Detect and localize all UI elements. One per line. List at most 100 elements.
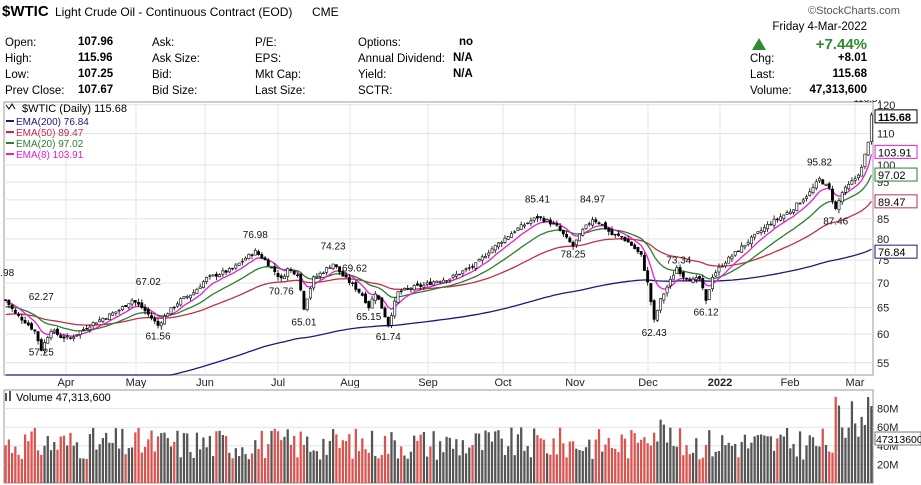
volume-bar	[182, 433, 186, 483]
volume-bar	[357, 451, 361, 483]
volume-bar	[130, 447, 134, 483]
high-label: High:	[5, 53, 32, 65]
volume-bar	[507, 446, 510, 483]
candle-body	[328, 267, 332, 269]
candle-body	[613, 233, 617, 236]
volume-bar	[610, 447, 614, 483]
ema8-line	[5, 154, 873, 337]
volume-bar	[49, 450, 53, 483]
volume-bar	[257, 448, 260, 483]
volume-bar	[860, 416, 863, 483]
volume-bar	[4, 445, 7, 483]
candle-body	[403, 288, 406, 291]
candle-body	[626, 238, 630, 243]
volume-bar	[348, 434, 351, 483]
volume-bar	[189, 451, 192, 483]
volume-bar	[302, 444, 306, 483]
volume-bar	[539, 438, 542, 483]
volume-bar	[296, 457, 299, 483]
candle-body	[519, 224, 523, 230]
volume-bar	[419, 434, 422, 483]
volume-bar	[811, 437, 815, 483]
price-tick-label: 80	[877, 234, 889, 246]
candle-body	[545, 219, 549, 222]
volume-bar	[62, 435, 66, 483]
volume-bar	[163, 432, 166, 483]
change-percent: +7.44%	[815, 36, 867, 53]
price-annotation: 61.74	[376, 332, 401, 343]
candle-body	[668, 278, 672, 287]
candle-body	[685, 277, 688, 280]
candle-body	[85, 328, 89, 330]
ema200-line	[5, 248, 872, 376]
candle-body	[623, 236, 627, 241]
volume-bar	[137, 427, 140, 483]
candle-body	[636, 246, 640, 252]
volume-bar	[759, 434, 763, 483]
candle-body	[856, 174, 860, 179]
volume-bar	[782, 436, 785, 483]
candle-body	[214, 273, 218, 277]
candle-body	[308, 288, 312, 299]
candle-body	[497, 242, 500, 248]
candle-body	[244, 257, 248, 261]
ema20-line	[5, 174, 872, 332]
value-marker-label: 97.02	[878, 170, 906, 182]
volume-bar	[92, 427, 95, 483]
volume-bar	[383, 435, 387, 483]
volume-bar	[630, 430, 633, 483]
candle-body	[266, 259, 270, 267]
volume-bar	[484, 430, 487, 483]
volume-bar	[494, 431, 497, 483]
candle-body	[140, 302, 144, 308]
volume-bar	[192, 457, 195, 483]
volume-bar	[289, 444, 293, 483]
candle-body	[23, 320, 27, 324]
candle-body	[192, 292, 196, 296]
candle-body	[655, 310, 659, 321]
candle-body	[65, 335, 69, 338]
volume-bar	[341, 440, 344, 483]
volume-bar	[315, 451, 319, 483]
volume-bar	[818, 446, 821, 483]
volume-bar	[254, 440, 257, 483]
candle-body	[681, 271, 685, 278]
volume-bar	[267, 444, 270, 483]
candle-body	[600, 223, 604, 226]
volume-bar	[224, 436, 228, 483]
volume-bar	[769, 436, 772, 483]
volume-bar	[30, 431, 33, 483]
candle-body	[185, 296, 189, 298]
candle-body	[250, 254, 254, 256]
candle-body	[840, 192, 844, 203]
volume-bar	[212, 456, 215, 483]
volume-bar	[234, 448, 237, 483]
volume-bar	[270, 430, 273, 483]
annual-dividend-label: Annual Dividend:	[358, 53, 445, 65]
volume-bar	[497, 430, 500, 483]
price-annotation: 57.98	[0, 268, 15, 279]
volume-legend-icon	[9, 391, 11, 401]
sctr-label: SCTR:	[358, 85, 393, 97]
volume-bar	[156, 436, 160, 483]
candle-body	[341, 271, 345, 277]
volume-bar	[708, 430, 711, 483]
volume-bar	[740, 441, 743, 483]
volume-bar	[205, 447, 208, 483]
candle-body	[406, 287, 410, 290]
volume-bar	[633, 433, 636, 483]
candle-body	[357, 288, 361, 293]
candle-body	[445, 280, 449, 282]
volume-bar	[792, 443, 795, 483]
price-annotation: 66.12	[693, 308, 718, 319]
value-marker-label: 103.91	[878, 147, 912, 159]
candle-body	[130, 299, 134, 305]
candle-body	[396, 291, 400, 304]
volume-bar	[244, 454, 247, 483]
volume-bar	[195, 432, 199, 483]
candle-body	[224, 270, 228, 273]
volume-bar	[403, 455, 406, 483]
price-legend-title: $WTIC (Daily) 115.68	[22, 103, 127, 115]
volume-bar	[678, 428, 682, 483]
candle-body	[620, 235, 624, 238]
